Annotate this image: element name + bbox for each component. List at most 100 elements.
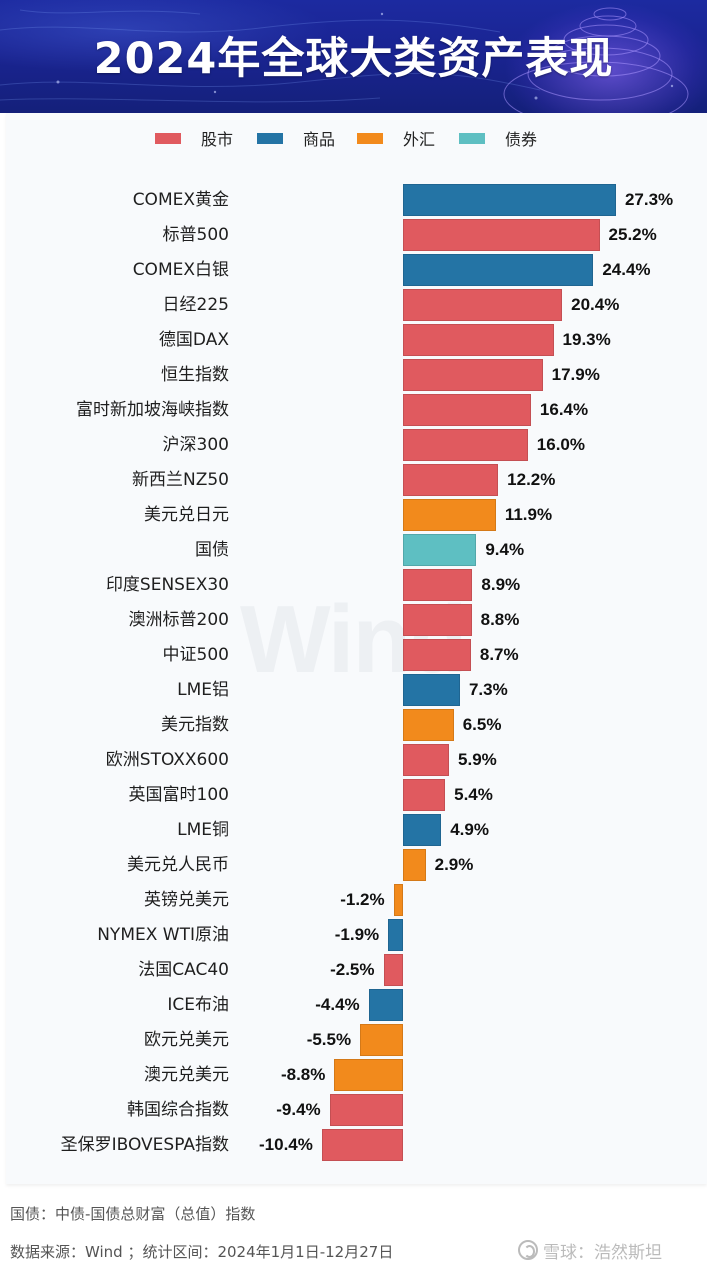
legend-item-bonds: 债券 — [459, 124, 537, 152]
chart-row: 英镑兑美元 -1.2% — [0, 884, 707, 916]
value-label: -5.5% — [306, 1030, 352, 1049]
legend-label: 商品 — [303, 130, 336, 149]
value-label: 20.4% — [571, 295, 620, 314]
value-label: 4.9% — [450, 820, 489, 839]
category-label: 法国CAC40 — [138, 960, 229, 980]
bar — [334, 1059, 403, 1091]
bar — [403, 709, 454, 741]
category-label: 欧洲STOXX600 — [105, 750, 229, 770]
bar — [403, 324, 554, 356]
value-label: -10.4% — [259, 1135, 313, 1154]
category-label: 美元指数 — [161, 715, 229, 735]
legend-item-stocks: 股市 — [155, 124, 233, 152]
legend: 股市 商品 外汇 债券 — [0, 124, 707, 152]
legend-label: 外汇 — [403, 130, 436, 149]
chart-row: 中证500 8.7% — [0, 639, 707, 671]
bar — [383, 954, 403, 986]
legend-item-forex: 外汇 — [357, 124, 435, 152]
bar — [403, 219, 600, 251]
title-banner: 2024年全球大类资产表现 — [0, 0, 707, 113]
value-label: 6.5% — [462, 715, 502, 734]
category-label: 中证500 — [162, 645, 229, 665]
bar — [403, 394, 531, 426]
chart-row: 澳洲标普200 8.8% — [0, 604, 707, 636]
chart-row: 欧洲STOXX600 5.9% — [0, 744, 707, 776]
bar — [360, 1024, 403, 1056]
value-label: 16.0% — [536, 435, 585, 454]
category-label: 德国DAX — [158, 330, 229, 350]
value-label: 12.2% — [507, 470, 556, 489]
value-label: -4.4% — [315, 995, 360, 1014]
value-label: 5.4% — [454, 785, 493, 804]
chart-row: 韩国综合指数 -9.4% — [0, 1094, 707, 1126]
bar — [321, 1129, 403, 1161]
value-label: 8.9% — [481, 575, 521, 594]
bar — [403, 779, 446, 811]
category-label: 新西兰NZ50 — [132, 470, 229, 490]
legend-label: 债券 — [505, 130, 538, 149]
value-label: 27.3% — [624, 190, 674, 209]
chart-row: 美元兑人民币 2.9% — [0, 849, 707, 881]
value-label: 25.2% — [608, 225, 657, 244]
category-label: 美元兑人民币 — [127, 855, 229, 875]
bar — [403, 359, 543, 391]
bar — [388, 919, 403, 951]
chart-row: 沪深300 16.0% — [0, 429, 707, 461]
category-label: 韩国综合指数 — [127, 1100, 229, 1120]
bar — [403, 499, 496, 531]
category-label: 英国富时100 — [128, 785, 229, 805]
value-label: 16.4% — [539, 400, 589, 419]
chart-card — [6, 113, 707, 1184]
chart-row: 标普500 25.2% — [0, 219, 707, 251]
category-label: 日经225 — [162, 295, 229, 315]
chart-row: 国债 9.4% — [0, 534, 707, 566]
value-label: -1.2% — [340, 890, 385, 909]
chart-row: 德国DAX 19.3% — [0, 324, 707, 356]
category-label: 标普500 — [162, 225, 229, 245]
bar — [403, 744, 450, 776]
category-label: NYMEX WTI原油 — [97, 925, 229, 945]
value-label: 8.7% — [479, 645, 519, 664]
chart-row: 法国CAC40 -2.5% — [0, 954, 707, 986]
legend-label: 股市 — [201, 130, 234, 149]
data-source: 数据来源：Wind ；统计区间：2024年1月1日-12月27日 — [10, 1243, 394, 1261]
chart-row: NYMEX WTI原油 -1.9% — [0, 919, 707, 951]
bar — [403, 289, 563, 321]
value-label: 11.9% — [504, 505, 553, 524]
bar — [403, 639, 471, 671]
value-label: 9.4% — [485, 540, 525, 559]
bar — [403, 254, 594, 286]
chart-title: 2024年全球大类资产表现 — [93, 34, 614, 84]
legend-item-commodities: 商品 — [257, 124, 335, 152]
chart-row: 圣保罗IBOVESPA指数 -10.4% — [0, 1129, 707, 1161]
chart-row: 欧元兑美元 -5.5% — [0, 1024, 707, 1056]
snowball-logo-icon — [518, 1240, 538, 1260]
value-label: 24.4% — [602, 260, 651, 279]
bar — [329, 1094, 403, 1126]
category-label: 印度SENSEX30 — [105, 575, 229, 595]
category-label: ICE布油 — [167, 995, 229, 1015]
category-label: 澳洲标普200 — [128, 610, 229, 630]
category-label: COMEX白银 — [132, 260, 229, 280]
bar — [403, 814, 442, 846]
bar — [403, 674, 460, 706]
legend-swatch-commodities — [257, 132, 283, 144]
category-label: 圣保罗IBOVESPA指数 — [60, 1135, 229, 1155]
value-label: -1.9% — [334, 925, 380, 944]
chart-row: 印度SENSEX30 8.9% — [0, 569, 707, 601]
chart-row: 美元兑日元 11.9% — [0, 499, 707, 531]
brand-text: 雪球：浩然斯坦 — [543, 1242, 662, 1263]
bar — [403, 604, 472, 636]
bar — [403, 464, 499, 496]
value-label: 17.9% — [551, 365, 600, 384]
category-label: 美元兑日元 — [144, 505, 229, 525]
chart-row: COMEX黄金 27.3% — [0, 184, 707, 216]
chart-row: 富时新加坡海峡指数 16.4% — [0, 394, 707, 426]
legend-swatch-bonds — [459, 132, 485, 144]
contour-lines-decoration — [0, 7, 689, 113]
legend-swatch-stocks — [155, 132, 181, 144]
chart-row: COMEX白银 24.4% — [0, 254, 707, 286]
bar — [368, 989, 403, 1021]
category-label: 欧元兑美元 — [144, 1030, 229, 1050]
chart-row: 澳元兑美元 -8.8% — [0, 1059, 707, 1091]
